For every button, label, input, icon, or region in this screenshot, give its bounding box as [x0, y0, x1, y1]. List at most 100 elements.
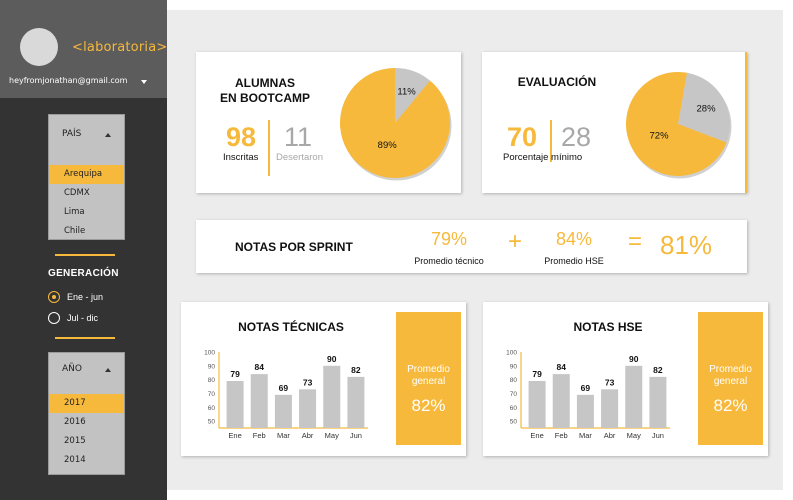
- inscritas-value: 98: [226, 122, 257, 152]
- tecnicas-bar-chart: 50 60 70 80 90 100 79 Ene 84 Feb 69 Mar 73 Abr 90 May 82…: [204, 350, 368, 440]
- evaluacion-value: 70: [507, 122, 538, 152]
- radio-label: Ene - jun: [67, 292, 104, 302]
- x-tick-label: Ene: [530, 431, 543, 440]
- y-tick-label: 100: [204, 350, 215, 357]
- anio-label: AÑO: [62, 364, 82, 374]
- pais-dropdown[interactable]: PAÍS Arequipa CDMX Lima Chile: [48, 114, 125, 240]
- accent-edge: [745, 52, 747, 193]
- anio-dropdown[interactable]: AÑO 2017 2016 2015 2014: [48, 352, 125, 475]
- bar-value-label: 84: [255, 362, 265, 372]
- chevron-up-icon[interactable]: [105, 133, 111, 137]
- x-tick-label: Abr: [302, 431, 314, 440]
- pais-label: PAÍS: [62, 129, 82, 139]
- pie-slice-label: 72%: [650, 130, 670, 141]
- y-tick-label: 70: [510, 391, 518, 398]
- promedio-box: Promedio general 82%: [698, 312, 763, 445]
- x-tick-label: Mar: [579, 431, 592, 440]
- bar: [347, 376, 365, 428]
- radio-checked-icon[interactable]: [48, 291, 60, 303]
- pie-slice: [626, 72, 727, 176]
- y-tick-label: 90: [510, 363, 518, 370]
- bar-value-label: 79: [230, 369, 240, 379]
- hse-card: NOTAS HSE 50 60 70 80 90 100 79 Ene 84 Feb 69 Mar 73…: [483, 302, 768, 456]
- bar: [601, 389, 619, 428]
- radio-jul-dic[interactable]: Jul - dic: [48, 312, 98, 324]
- promedio-line1: Promedio: [407, 364, 450, 375]
- promedio-value: 82%: [411, 396, 446, 415]
- bar: [323, 365, 341, 428]
- anio-option[interactable]: 2015: [64, 436, 86, 446]
- hse-bar-chart: 50 60 70 80 90 100 79 Ene 84 Feb 69 Mar 73 Abr 90 May 82…: [506, 350, 670, 440]
- alumnas-title-line1: ALUMNAS: [235, 76, 295, 90]
- x-tick-label: Feb: [555, 431, 568, 440]
- y-tick-label: 70: [208, 391, 216, 398]
- y-tick-label: 60: [208, 405, 216, 412]
- alumnas-title: ALUMNAS EN BOOTCAMP: [210, 76, 320, 106]
- pais-option[interactable]: Arequipa: [49, 165, 124, 184]
- x-tick-label: Jun: [652, 431, 664, 440]
- pie-slice-label: 11%: [397, 86, 416, 97]
- avatar[interactable]: [20, 28, 58, 66]
- alumnas-pie-chart: 11% 89%: [340, 68, 452, 181]
- tech-label: Promedio técnico: [414, 256, 484, 266]
- alumnas-title-line2: EN BOOTCAMP: [220, 91, 310, 105]
- anio-dropdown-header[interactable]: AÑO: [49, 353, 124, 394]
- chevron-up-icon[interactable]: [105, 368, 111, 372]
- bar: [576, 394, 594, 428]
- logo: <laboratoria>: [72, 40, 168, 55]
- x-tick-label: May: [627, 431, 641, 440]
- y-tick-label: 80: [208, 377, 216, 384]
- x-tick-label: Feb: [253, 431, 266, 440]
- plus-sign: +: [508, 228, 523, 255]
- promedio-line2: general: [411, 376, 446, 387]
- desertaron-value: 11: [284, 122, 313, 152]
- bar-value-label: 90: [327, 354, 337, 364]
- bar-value-label: 82: [351, 365, 361, 375]
- pais-dropdown-header[interactable]: PAÍS: [49, 115, 124, 165]
- tecnicas-card: NOTAS TÉCNICAS 50 60 70 80 90 100 79 Ene 84 Feb 69…: [181, 302, 466, 456]
- bar: [552, 374, 570, 428]
- x-tick-label: May: [325, 431, 339, 440]
- divider: [55, 337, 115, 339]
- promedio-line1: Promedio: [709, 364, 752, 375]
- hse-label: Promedio HSE: [544, 256, 604, 266]
- bar-value-label: 82: [653, 365, 663, 375]
- pais-option[interactable]: CDMX: [64, 188, 90, 198]
- bar-value-label: 90: [629, 354, 639, 364]
- pais-option[interactable]: Chile: [64, 226, 86, 236]
- tecnicas-title: NOTAS TÉCNICAS: [238, 320, 344, 334]
- promedio-label: Promedio general: [396, 364, 461, 388]
- bar: [250, 374, 268, 428]
- bar: [649, 376, 667, 428]
- tech-value: 79%: [430, 229, 468, 249]
- bar: [299, 389, 317, 428]
- evaluacion-pie-chart: 28% 72%: [626, 72, 732, 179]
- divider: [55, 254, 115, 256]
- hse-title: NOTAS HSE: [573, 320, 643, 334]
- anio-option[interactable]: 2016: [64, 417, 86, 427]
- y-tick-label: 50: [510, 419, 518, 426]
- anio-option[interactable]: 2014: [64, 455, 86, 465]
- chevron-down-icon[interactable]: [141, 80, 147, 84]
- promedio-line2: general: [713, 376, 748, 387]
- divider: [550, 120, 552, 162]
- bar: [528, 381, 546, 428]
- user-email[interactable]: heyfromjonathan@gmail.com: [9, 76, 128, 85]
- anio-option[interactable]: 2017: [49, 394, 124, 413]
- pais-option[interactable]: Lima: [64, 207, 85, 217]
- divider: [268, 120, 270, 176]
- total-value: 81%: [660, 230, 713, 260]
- promedio-value: 82%: [713, 396, 748, 415]
- radio-label: Jul - dic: [67, 313, 99, 323]
- bar: [226, 381, 244, 428]
- promedio-label: Promedio general: [698, 364, 763, 388]
- sprint-card: NOTAS POR SPRINT 79% Promedio técnico + …: [196, 220, 747, 273]
- radio-unchecked-icon[interactable]: [48, 312, 60, 324]
- x-tick-label: Jun: [350, 431, 362, 440]
- user-panel: <laboratoria> heyfromjonathan@gmail.com: [0, 0, 167, 98]
- sprint-title: NOTAS POR SPRINT: [235, 240, 353, 254]
- x-tick-label: Abr: [604, 431, 616, 440]
- radio-ene-jun[interactable]: Ene - jun: [48, 291, 103, 303]
- promedio-box: Promedio general 82%: [396, 312, 461, 445]
